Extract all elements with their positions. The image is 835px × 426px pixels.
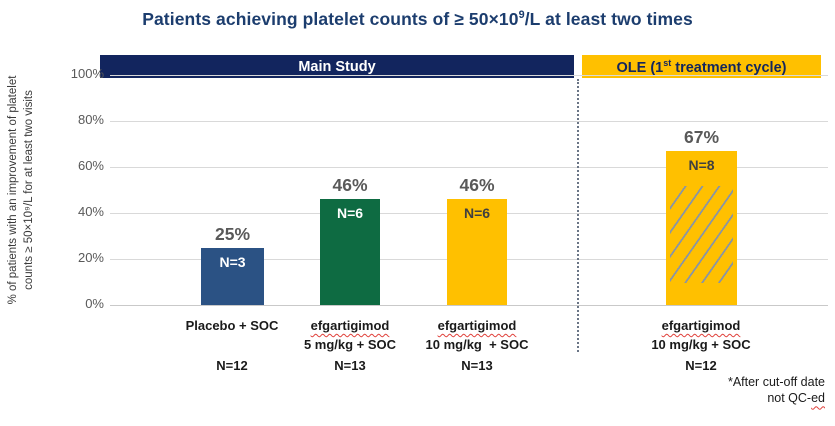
- bar-value-label-10mg-main: 46%: [459, 175, 495, 196]
- chart-title-superscript: 9: [518, 9, 525, 22]
- bar-n-label-placebo: N=3: [219, 253, 246, 270]
- ole-band: OLE (1st treatment cycle): [582, 55, 821, 78]
- y-tick-60: 60%: [77, 158, 104, 173]
- footnote: *After cut-off date not QC-ed: [728, 374, 825, 407]
- ole-band-label: OLE (1st treatment cycle): [617, 58, 787, 76]
- gridline-60: [110, 167, 828, 168]
- bar-value-label-placebo: 25%: [214, 223, 251, 244]
- bar-n-label-5mg: N=6: [336, 205, 364, 222]
- ole-band-text-end: treatment cycle): [671, 59, 787, 76]
- y-tick-20: 20%: [77, 250, 104, 265]
- chart-title: Patients achieving platelet counts of ≥ …: [0, 9, 835, 30]
- bar-group-efgartigimod-5mg: 46% N=6: [320, 75, 380, 305]
- main-study-band: Main Study: [100, 55, 574, 78]
- bar-efgartigimod-5mg: N=6: [320, 199, 380, 305]
- bar-n-label-10mg-main: N=6: [463, 205, 491, 222]
- bar-placebo-soc: N=3: [201, 247, 264, 305]
- category-label-efgartigimod-10mg-main: efgartigimod 10 mg/kg + SOC N=13: [382, 316, 572, 375]
- y-tick-100: 100%: [70, 66, 104, 81]
- bar-group-placebo-soc: 25% N=3: [201, 75, 264, 305]
- footnote-line2-text: not QC-: [767, 391, 812, 406]
- footnote-line2: not QC-ed: [728, 390, 825, 406]
- arm-n-total: N=13: [334, 358, 366, 373]
- bar-efgartigimod-10mg-ole: N=8: [666, 150, 737, 305]
- footnote-line1: *After cut-off date: [727, 375, 825, 389]
- arm-n-total: N=12: [685, 358, 717, 373]
- category-label-efgartigimod-10mg-ole: efgartigimod 10 mg/kg + SOC N=12: [606, 316, 796, 375]
- study-separator-dotted-line: [577, 79, 579, 352]
- arm-name: efgartigimod: [661, 318, 741, 333]
- y-tick-40: 40%: [77, 204, 104, 219]
- chart-title-text-end: /L at least two times: [524, 9, 693, 29]
- arm-dose: 10 mg/kg + SOC: [651, 337, 751, 352]
- arm-n-total: N=12: [216, 358, 248, 373]
- bar-group-efgartigimod-10mg-main: 46% N=6: [447, 75, 507, 305]
- chart-title-text: Patients achieving platelet counts of ≥ …: [142, 9, 519, 29]
- category-label-placebo: Placebo + SOC N=12: [137, 316, 327, 375]
- ole-band-superscript: st: [663, 57, 672, 68]
- bar-value-label-5mg: 46%: [332, 175, 368, 196]
- category-label-efgartigimod-5mg: efgartigimod 5 mg/kg + SOC N=13: [255, 316, 445, 375]
- y-axis-label-line1: % of patients with an improvement of pla…: [7, 75, 19, 305]
- arm-name: efgartigimod: [310, 318, 390, 333]
- arm-name: efgartigimod: [437, 318, 517, 333]
- footnote-line2-misspelled: ed: [811, 391, 825, 406]
- arm-name: Placebo + SOC: [185, 318, 279, 333]
- bar-efgartigimod-10mg-main: N=6: [447, 199, 507, 305]
- arm-dose: 10 mg/kg + SOC: [425, 337, 529, 352]
- arm-dose: 5 mg/kg + SOC: [303, 337, 397, 352]
- arm-n-total: N=13: [461, 358, 493, 373]
- bar-value-label-10mg-ole: 67%: [683, 126, 720, 147]
- gridline-0-baseline: [110, 305, 828, 306]
- bar-n-label-10mg-ole: N=8: [688, 156, 715, 173]
- y-tick-0: 0%: [85, 296, 104, 311]
- gridline-80: [110, 121, 828, 122]
- plot-area: 25% N=3 46% N=6 46% N=6 67% N=8: [110, 75, 828, 306]
- gridline-100: [110, 75, 828, 76]
- y-tick-80: 80%: [77, 112, 104, 127]
- ole-band-text: OLE (1: [616, 59, 664, 76]
- main-study-band-label: Main Study: [298, 58, 376, 75]
- hatch-pattern: [669, 186, 734, 284]
- bar-group-efgartigimod-10mg-ole: 67% N=8: [666, 75, 737, 305]
